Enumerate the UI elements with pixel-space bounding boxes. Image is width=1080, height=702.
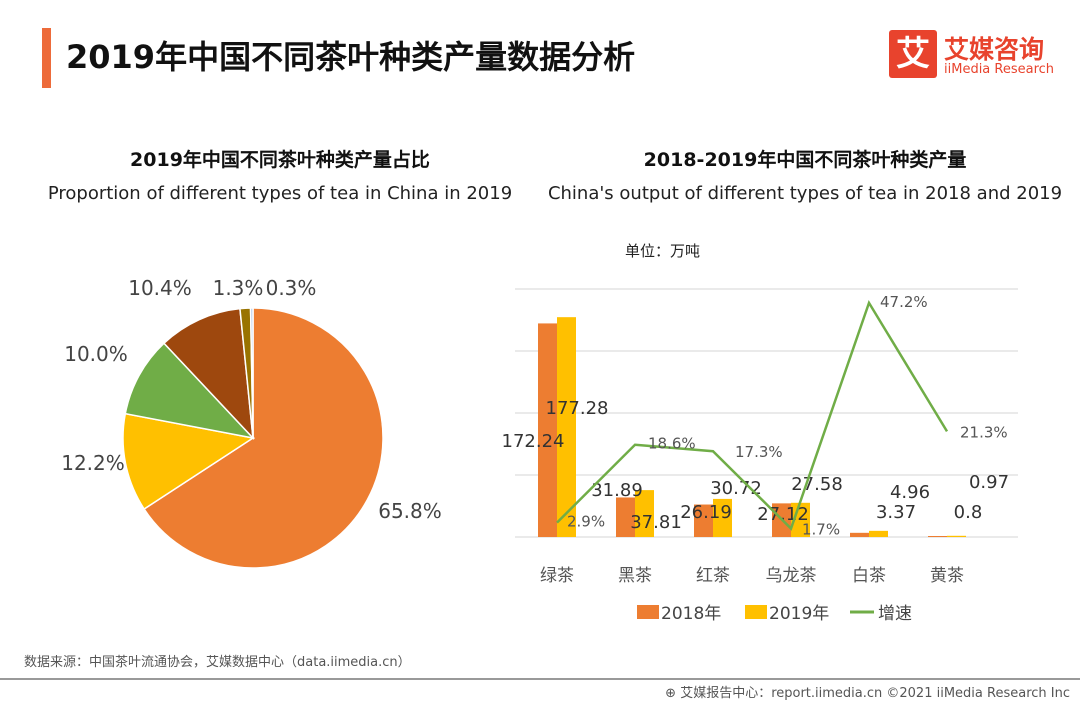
- title-accent-bar: [42, 28, 51, 88]
- bar-2018: [616, 497, 635, 537]
- growth-label: 18.6%: [648, 435, 696, 453]
- bar-2018: [538, 323, 557, 537]
- growth-label: 2.9%: [567, 513, 605, 531]
- bar-2019: [869, 530, 888, 537]
- globe-icon: ⊕: [665, 686, 681, 701]
- pie-slice: [124, 342, 256, 440]
- x-tick-label: 黑茶: [618, 566, 652, 586]
- x-tick-label: 绿茶: [540, 566, 574, 586]
- bar-label-2018: 31.89: [591, 480, 643, 501]
- pie-label: 1.3%: [213, 276, 264, 300]
- bar-label-2019: 37.81: [630, 512, 682, 533]
- pie-title: 2019年中国不同茶叶种类产量占比: [130, 149, 430, 171]
- growth-label: 1.7%: [802, 521, 840, 539]
- growth-label: 17.3%: [735, 443, 783, 461]
- x-tick-label: 白茶: [852, 566, 886, 586]
- bar-label-2019: 27.58: [791, 474, 843, 495]
- bar-title: 2018-2019年中国不同茶叶种类产量: [643, 149, 967, 171]
- bar-2019: [947, 535, 966, 537]
- legend-label-2018: 2018年: [661, 604, 721, 624]
- legend-swatch-2019: [745, 605, 767, 619]
- bar-2018: [694, 504, 713, 537]
- bar-label-2018: 172.24: [502, 431, 565, 452]
- pie-label: 0.3%: [266, 276, 317, 300]
- growth-line: [556, 299, 949, 531]
- growth-label: 47.2%: [880, 293, 928, 311]
- legend-label-2019: 2019年: [769, 604, 829, 624]
- pie-label: 10.4%: [128, 276, 192, 300]
- bar-2019: [713, 498, 732, 537]
- bar-2019: [557, 317, 576, 537]
- x-tick-label: 黄茶: [930, 566, 964, 586]
- bar-2019: [635, 490, 654, 537]
- pie-label: 65.8%: [378, 499, 442, 523]
- logo-en: iiMedia Research: [944, 62, 1055, 77]
- pie-slice: [249, 307, 254, 439]
- logo-cn: 艾媒咨询: [944, 35, 1045, 64]
- bar-label-2019: 4.96: [890, 482, 930, 503]
- pie-slice: [122, 412, 255, 511]
- growth-label: 21.3%: [960, 423, 1008, 441]
- bar-2018: [850, 532, 869, 537]
- bar-label-2018: 3.37: [876, 502, 916, 523]
- bar-label-2018: 0.8: [954, 502, 983, 523]
- bar-label-2019: 177.28: [546, 398, 609, 419]
- legend-swatch-2018: [637, 605, 659, 619]
- bar-2018: [928, 536, 947, 537]
- logo-mark: 艾: [889, 30, 937, 78]
- page-title: 2019年中国不同茶叶种类产量数据分析: [66, 38, 636, 76]
- pie-label: 10.0%: [64, 342, 128, 366]
- bar-label-2019: 30.72: [710, 478, 762, 499]
- footer-divider: [0, 678, 1080, 680]
- x-tick-label: 红茶: [696, 566, 730, 586]
- source-note: 数据来源：中国茶叶流通协会，艾媒数据中心（data.iimedia.cn）: [24, 655, 411, 670]
- x-tick-label: 乌龙茶: [766, 566, 817, 586]
- bar-label-2019: 0.97: [969, 472, 1009, 493]
- pie-slice: [162, 307, 254, 441]
- pie-subtitle: Proportion of different types of tea in …: [47, 183, 513, 204]
- unit-label: 单位：万吨: [625, 242, 701, 260]
- legend-label-growth: 增速: [878, 604, 912, 624]
- bar-label-2018: 26.19: [680, 502, 732, 523]
- bar-subtitle: China's output of different types of tea…: [547, 183, 1063, 204]
- pie-label: 12.2%: [61, 451, 125, 475]
- pie-slice: [143, 307, 384, 569]
- footer-text: ⊕ 艾媒报告中心：report.iimedia.cn ©2021 iiMedia…: [665, 686, 1070, 701]
